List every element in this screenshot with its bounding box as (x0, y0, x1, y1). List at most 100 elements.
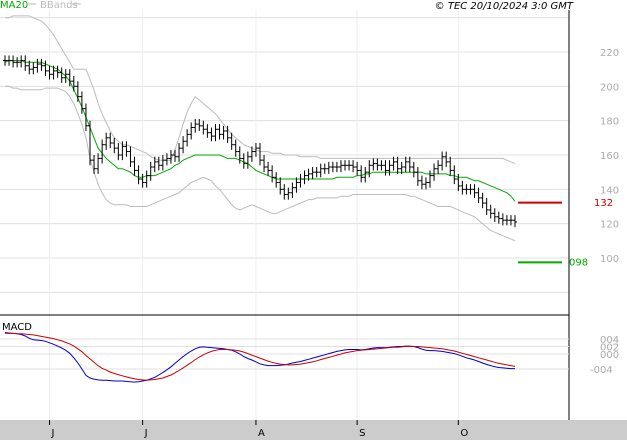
ohlc-bar (359, 165, 364, 183)
ohlc-bar (193, 118, 198, 133)
ohlc-bar (51, 65, 56, 80)
ohlc-bar (164, 153, 169, 166)
ohlc-bar (290, 182, 295, 198)
x-tick-label: A (258, 428, 265, 439)
ohlc-bar (428, 170, 432, 188)
price-bars (3, 55, 517, 228)
ohlc-bar (177, 142, 182, 162)
bbands-legend-label: BBands (40, 0, 78, 11)
ohlc-bar (399, 161, 404, 174)
support-resistance-levels: 132 098 (518, 198, 613, 268)
ohlc-bar (298, 173, 303, 188)
ohlc-bar (217, 124, 222, 140)
macd-title: MACD (2, 322, 32, 333)
ohlc-bar (136, 165, 141, 185)
ohlc-bar (334, 161, 339, 173)
price-grid (0, 10, 569, 420)
ohlc-bar (464, 184, 469, 195)
ohlc-bar (355, 161, 360, 176)
ohlc-bar (513, 215, 517, 228)
macd-tick-label: 002 (600, 343, 619, 354)
ohlc-bar (504, 215, 509, 226)
ohlc-bar (124, 141, 129, 157)
ohlc-bar (79, 91, 84, 114)
price-tick-label: 140 (600, 185, 619, 196)
ohlc-bar (233, 139, 238, 157)
ohlc-bar (278, 177, 283, 195)
ohlc-bar (221, 125, 226, 140)
ohlc-bar (363, 167, 368, 183)
ohlc-bar (116, 142, 121, 161)
ohlc-bar (225, 125, 230, 143)
ohlc-bar (63, 69, 68, 83)
x-tick-label: S (359, 428, 365, 439)
macd-lines (4, 332, 516, 383)
ohlc-bar (343, 160, 347, 171)
ohlc-bar (330, 161, 335, 173)
ohlc-bar (411, 161, 416, 178)
ohlc-bar (197, 118, 202, 131)
x-tick-label: J (144, 428, 148, 439)
ohlc-bar (11, 55, 16, 68)
resistance-label: 132 (594, 198, 613, 209)
ohlc-bar (472, 184, 477, 198)
ohlc-bar (144, 170, 149, 188)
price-tick-label: 180 (600, 117, 619, 128)
ohlc-bar (75, 81, 80, 102)
ohlc-bar (92, 155, 97, 174)
ohlc-bar (496, 211, 501, 224)
ohlc-bar (444, 151, 449, 168)
ohlc-bar (31, 62, 36, 75)
ohlc-bar (488, 204, 493, 219)
price-tick-label: 120 (600, 220, 619, 231)
macd-tick-label: 000 (600, 350, 619, 361)
ohlc-bar (96, 153, 101, 174)
ohlc-bar (132, 156, 137, 176)
ohlc-bar (168, 149, 173, 164)
ohlc-bar (468, 184, 473, 195)
ohlc-bar (326, 161, 331, 174)
ohlc-bar (173, 149, 177, 162)
ohlc-bar (375, 158, 380, 171)
ohlc-bar (160, 155, 165, 171)
ohlc-bar (19, 55, 24, 68)
ohlc-bar (148, 161, 153, 181)
ohlc-bar (23, 55, 28, 71)
ohlc-bar (43, 60, 48, 77)
ohlc-bar (67, 69, 72, 87)
ohlc-bar (508, 215, 513, 226)
ohlc-bar (15, 57, 20, 68)
price-tick-label: 100 (600, 254, 619, 265)
copyright-text: © TEC 20/10/2024 3:0 GMT (435, 1, 574, 12)
ohlc-bar (318, 163, 323, 178)
ohlc-bar (83, 103, 88, 131)
ohlc-bar (460, 180, 465, 195)
ohlc-bar (423, 177, 428, 190)
ohlc-bar (387, 160, 392, 176)
ohlc-bar (266, 161, 271, 176)
macd-line (4, 332, 515, 383)
ohlc-bar (258, 142, 262, 166)
x-axis-band (0, 420, 627, 440)
ohlc-bar (286, 187, 291, 200)
ohlc-bar (39, 58, 44, 71)
macd-tick-label: 004 (600, 335, 619, 346)
ohlc-bar (436, 160, 441, 174)
ohlc-bar (7, 55, 12, 66)
ohlc-bar (432, 163, 437, 181)
ohlc-bar (3, 55, 7, 66)
ohlc-bar (322, 163, 327, 174)
ohlc-bar (156, 156, 161, 171)
ohlc-bar (419, 175, 424, 190)
ohlc-bar (440, 151, 445, 171)
ohlc-bar (347, 160, 352, 171)
ohlc-bar (108, 132, 113, 149)
ohlc-bar (112, 137, 117, 154)
price-tick-label: 220 (600, 48, 619, 59)
ohlc-bar (152, 156, 157, 173)
ohlc-bar (253, 142, 258, 157)
ohlc-bar (492, 208, 497, 222)
ohlc-bar (229, 132, 234, 150)
